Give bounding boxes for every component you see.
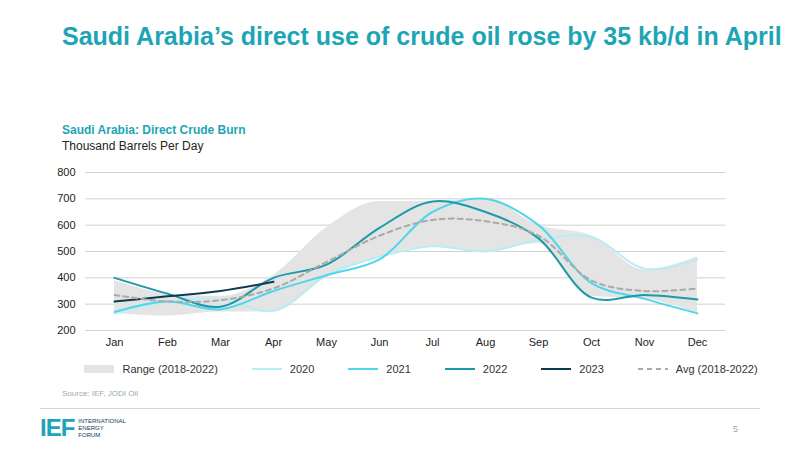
svg-text:400: 400 [57,271,75,283]
svg-text:May: May [316,336,337,348]
svg-text:Aug: Aug [476,336,496,348]
html-text:Thousand Barrels Per Day: Thousand Barrels Per Day [62,139,204,153]
svg-text:Mar: Mar [211,336,230,348]
html-text:Avg (2018-2022): Avg (2018-2022) [675,363,758,375]
svg-text:Jun: Jun [371,336,389,348]
html-text:ENERGY: ENERGY [78,424,104,431]
svg-text:Jul: Jul [425,336,439,348]
svg-text:300: 300 [57,298,75,310]
svg-text:Feb: Feb [158,336,177,348]
html-text:FORUM: FORUM [78,431,101,438]
html-text:5: 5 [733,424,738,434]
html-text:IEF: IEF [40,414,75,441]
svg-text:800: 800 [57,166,75,178]
svg-text:700: 700 [57,192,75,204]
svg-text:Jan: Jan [106,336,124,348]
html-text:Saudi Arabia’s direct use of c: Saudi Arabia’s direct use of crude oil r… [62,22,782,50]
html-text:2021: 2021 [386,363,411,375]
svg-text:Sep: Sep [529,336,549,348]
svg-text:500: 500 [57,245,75,257]
svg-text:600: 600 [57,219,75,231]
svg-text:200: 200 [57,324,75,336]
svg-text:Oct: Oct [583,336,600,348]
svg-text:Nov: Nov [635,336,655,348]
html-text:2022: 2022 [482,363,508,375]
svg-text:Apr: Apr [265,336,282,348]
html-text:2020: 2020 [289,363,315,375]
html-text:Source: IEF, JODI Oil: Source: IEF, JODI Oil [62,389,138,398]
html-text:Saudi Arabia: Direct Crude Bur: Saudi Arabia: Direct Crude Burn [62,123,246,137]
html-text:2023: 2023 [579,363,604,375]
svg-text:Dec: Dec [688,336,708,348]
html-text:INTERNATIONAL: INTERNATIONAL [78,417,126,424]
html-text:Range (2018-2022): Range (2018-2022) [122,363,218,375]
